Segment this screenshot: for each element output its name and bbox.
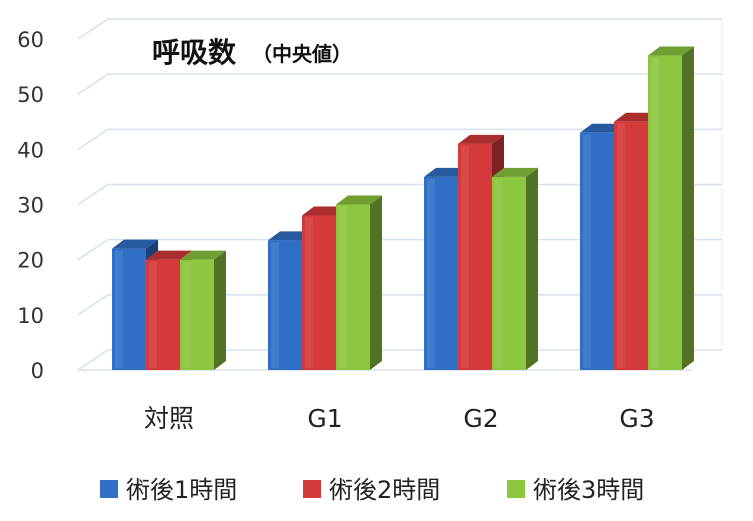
legend: 術後1時間 術後2時間 術後3時間 [100, 476, 644, 504]
bar-highlight [339, 206, 347, 368]
bar-front [268, 240, 302, 370]
bar-front [112, 248, 146, 370]
bar [180, 250, 226, 370]
legend-label: 術後1時間 [126, 476, 237, 504]
y-tick-label: 50 [17, 83, 44, 107]
x-tick-label: 対照 [144, 404, 194, 433]
bar-highlight [149, 261, 157, 368]
y-tick-label: 10 [17, 304, 44, 328]
x-tick-label: G2 [463, 404, 498, 433]
gridline [77, 18, 722, 40]
bar-top [112, 239, 158, 249]
legend-item: 術後3時間 [507, 476, 644, 504]
y-axis-ticks: 0 10 20 30 40 50 60 [17, 28, 44, 383]
legend-swatch [507, 480, 525, 498]
bar-top [492, 167, 538, 177]
bar-side [214, 250, 226, 370]
gridline [77, 128, 722, 150]
y-tick-label: 30 [17, 194, 44, 218]
x-tick-label: G1 [307, 404, 342, 433]
bar-highlight [651, 57, 659, 369]
bar-side [526, 167, 538, 370]
bar-front [424, 176, 458, 370]
legend-swatch [100, 480, 118, 498]
bar-highlight [183, 261, 191, 368]
legend-item: 術後1時間 [100, 476, 237, 504]
y-tick-label: 40 [17, 138, 44, 162]
legend-label: 術後3時間 [533, 476, 644, 504]
x-axis-ticks: 対照 G1 G2 G3 [144, 404, 655, 433]
chart-title-main: 呼吸数 [152, 36, 237, 69]
chart-title-sub: （中央値） [252, 42, 352, 66]
bar-highlight [115, 250, 123, 368]
bar-top [146, 250, 192, 260]
bar [336, 195, 382, 370]
bar-highlight [271, 242, 279, 368]
bar-front [648, 55, 682, 371]
y-tick-label: 60 [17, 28, 44, 52]
chart-title: 呼吸数 （中央値） [151, 35, 353, 71]
bar-top [458, 134, 504, 144]
gridline [77, 73, 722, 95]
bar-highlight [461, 145, 469, 368]
legend-label: 術後2時間 [329, 476, 440, 504]
bar-front [180, 259, 214, 370]
bar-front [614, 121, 648, 370]
bar-highlight [305, 217, 313, 368]
y-tick-label: 20 [17, 249, 44, 273]
x-tick-label: G3 [619, 404, 654, 433]
bars [112, 46, 694, 371]
bar-front [146, 259, 180, 370]
y-tick-label: 0 [31, 359, 44, 383]
legend-swatch [303, 480, 321, 498]
bar-front [580, 132, 614, 370]
bar-highlight [495, 178, 503, 368]
bar-top [648, 46, 694, 56]
bar-highlight [427, 178, 435, 368]
bar-front [458, 143, 492, 370]
bar-highlight [583, 134, 591, 368]
bar [648, 46, 694, 371]
bar [492, 167, 538, 370]
bar-side [370, 195, 382, 370]
gridlines [77, 18, 723, 371]
bar-top [336, 195, 382, 205]
bar-side [682, 46, 694, 371]
legend-item: 術後2時間 [303, 476, 440, 504]
bar-highlight [617, 123, 625, 368]
bar-front [302, 215, 336, 370]
bar-front [492, 176, 526, 370]
bar-front [336, 204, 370, 370]
bar-top [180, 250, 226, 260]
